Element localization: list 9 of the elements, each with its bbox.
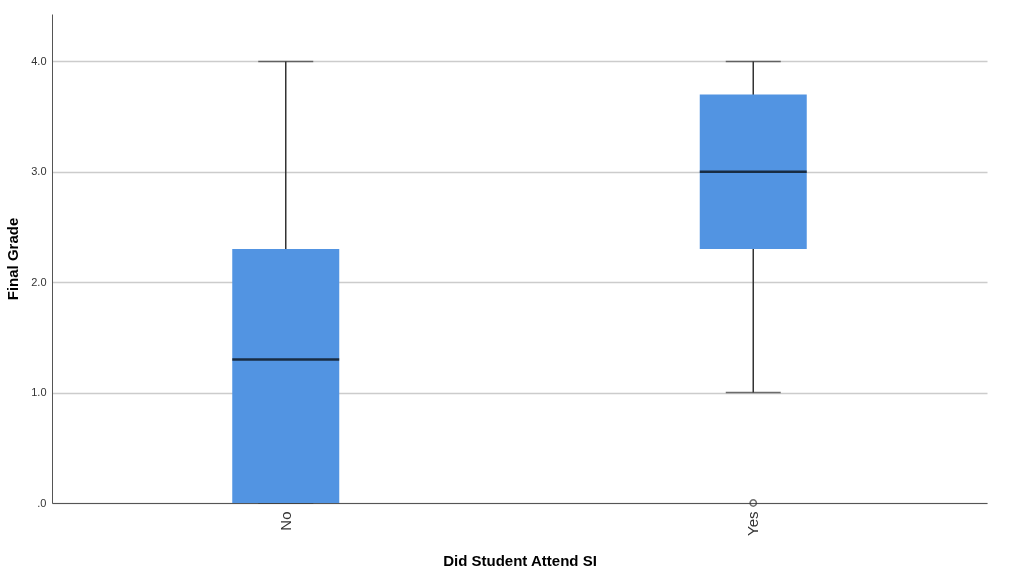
y-tick-label: .0 — [37, 496, 47, 509]
y-axis-title: Final Grade — [4, 217, 22, 301]
x-tick-label: No — [276, 511, 294, 531]
y-tick-label: 2.0 — [31, 275, 47, 288]
y-tick-label: 1.0 — [31, 386, 47, 399]
x-axis-title: Did Student Attend SI — [443, 551, 597, 569]
y-tick-label: 4.0 — [31, 54, 47, 67]
y-tick-label: 3.0 — [31, 165, 47, 178]
x-tick-label: Yes — [744, 511, 762, 536]
